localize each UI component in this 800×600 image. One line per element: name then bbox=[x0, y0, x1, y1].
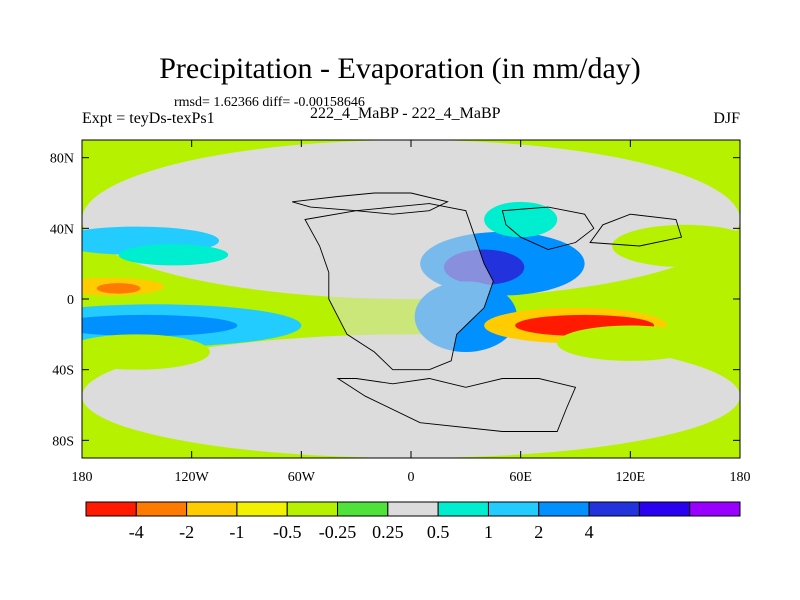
land-outline-layer bbox=[292, 192, 683, 432]
land-outline-3 bbox=[589, 213, 683, 247]
stats-line: rmsd= 1.62366 diff= -0.00158646 bbox=[174, 95, 365, 110]
y-tick-label: 40N bbox=[50, 222, 74, 237]
land-outline-4 bbox=[292, 192, 449, 215]
colorbar-label: 0.5 bbox=[427, 522, 450, 542]
colorbar-label: 2 bbox=[534, 522, 543, 542]
colorbar-label: -0.5 bbox=[273, 522, 302, 542]
field-region-15 bbox=[557, 325, 704, 361]
x-tick-label: 180 bbox=[72, 470, 93, 485]
y-tick-label: 40S bbox=[52, 364, 74, 379]
y-tick-label: 80N bbox=[50, 152, 74, 167]
colorbar-swatch-4 bbox=[286, 501, 339, 517]
colorbar-swatch-3 bbox=[236, 501, 288, 517]
colorbar-swatch-5 bbox=[337, 501, 389, 517]
x-tick-label: 60W bbox=[288, 470, 316, 485]
colorbar: -4 -2 -1 -0.5 -0.25 0.25 0.5 1 2 4 bbox=[85, 501, 741, 542]
x-tick-label: 60E bbox=[509, 470, 532, 485]
colorbar-label: 1 bbox=[484, 522, 493, 542]
land-outline-2 bbox=[501, 206, 595, 250]
colorbar-label: 4 bbox=[585, 522, 594, 542]
x-tick-label: 120W bbox=[175, 470, 210, 485]
experiment-name: 222_4_MaBP - 222_4_MaBP bbox=[310, 105, 501, 122]
colorbar-swatch-7 bbox=[437, 501, 489, 517]
colorbar-label: -4 bbox=[129, 522, 144, 542]
field-region-16 bbox=[612, 224, 740, 268]
x-tick-label: 120E bbox=[616, 470, 646, 485]
colorbar-swatch-9 bbox=[538, 501, 590, 517]
colorbar-swatch-12 bbox=[689, 501, 741, 517]
y-tick-label: 0 bbox=[67, 293, 74, 308]
colorbar-swatch-2 bbox=[186, 501, 238, 517]
colorbar-label: -1 bbox=[229, 522, 244, 542]
season-label: DJF bbox=[713, 110, 740, 127]
chart-title: Precipitation - Evaporation (in mm/day) bbox=[159, 52, 641, 85]
colorbar-swatch-1 bbox=[135, 501, 188, 517]
colorbar-swatch-6 bbox=[387, 501, 439, 517]
colorbar-swatch-11 bbox=[638, 501, 691, 517]
field-region-6 bbox=[96, 283, 141, 294]
y-tick-label: 80S bbox=[52, 434, 74, 449]
axis-layer: 180 120W 60W 0 60E 120E 180 80N 40N 0 40S 80S bbox=[50, 140, 751, 485]
x-tick-label: 0 bbox=[408, 470, 415, 485]
experiment-label: Expt = teyDs-texPs1 bbox=[82, 110, 215, 127]
field-region-3 bbox=[118, 244, 229, 266]
land-outline-0 bbox=[304, 203, 494, 371]
field-region-8 bbox=[82, 314, 238, 337]
x-tick-label: 180 bbox=[730, 470, 751, 485]
land-outline-1 bbox=[336, 378, 577, 432]
colorbar-label: -0.25 bbox=[319, 522, 357, 542]
colorbar-label: 0.25 bbox=[372, 522, 404, 542]
colorbar-label: -2 bbox=[179, 522, 194, 542]
colorbar-swatch-0 bbox=[85, 501, 137, 517]
colorbar-swatch-10 bbox=[588, 501, 640, 517]
colorbar-swatch-8 bbox=[487, 501, 540, 517]
field-region-9 bbox=[82, 334, 210, 370]
